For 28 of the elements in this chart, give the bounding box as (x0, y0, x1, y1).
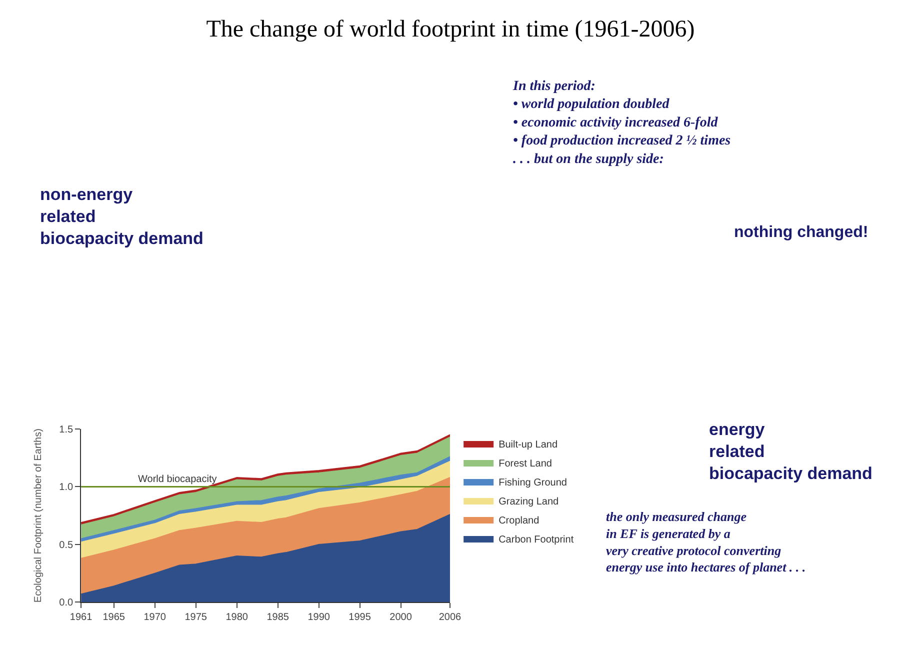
text: nothing changed! (734, 224, 868, 241)
legend-label: Grazing Land (498, 496, 559, 508)
legend-label: Cropland (498, 515, 540, 526)
x-tick-label: 2000 (390, 612, 412, 624)
legend-label: Fishing Ground (498, 477, 567, 488)
legend-label: Built-up Land (498, 439, 558, 450)
x-tick-label: 1961 (70, 612, 93, 624)
ref-line-label: World biocapacity (138, 474, 217, 485)
x-tick-label: 1965 (102, 612, 126, 624)
y-axis-title: Ecological Footprint (number of Earths) (33, 428, 44, 603)
text: non-energy related biocapacity demand (40, 185, 204, 248)
x-tick-label: 1980 (226, 612, 248, 624)
legend-label: Forest Land (498, 458, 552, 470)
chart-title: The change of world footprint in time (1961-2006) (206, 16, 695, 42)
x-tick-label: 2006 (438, 612, 462, 624)
x-tick-label: 1975 (184, 612, 208, 624)
text: energy related biocapacity demand (709, 420, 872, 484)
y-tick-label: 0.0 (59, 598, 74, 609)
x-tick-label: 1995 (348, 612, 372, 624)
x-tick-label: 1990 (308, 612, 330, 624)
x-tick-label: 1985 (266, 612, 290, 624)
y-tick-label: 1.0 (59, 482, 74, 494)
y-tick-label: 0.5 (59, 540, 74, 551)
text: In this period: • world population doubled • economic activity increased 6-fold • food production increased 2 ½ times . . . but on the supply side: (512, 79, 732, 167)
legend-label: Carbon Footprint (498, 534, 574, 546)
x-tick-label: 1970 (144, 612, 166, 624)
text: the only measured change in EF is generated by a very creative protocol converting energy use into hectares of planet . . . (606, 509, 806, 575)
y-tick-label: 1.5 (59, 424, 74, 436)
